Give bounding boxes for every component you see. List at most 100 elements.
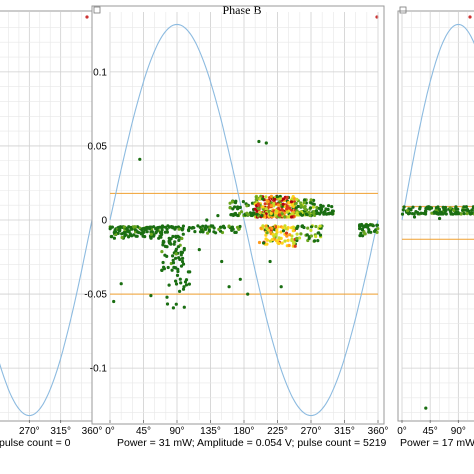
- scatter-point: [292, 205, 296, 209]
- panel-right-close-icon[interactable]: [468, 15, 472, 19]
- scatter-point: [175, 273, 180, 277]
- scatter-point: [299, 232, 303, 236]
- scatter-point: [464, 205, 468, 209]
- scatter-point: [376, 227, 380, 231]
- scatter-point: [237, 227, 241, 231]
- scatter-point: [273, 197, 277, 201]
- scatter-point: [461, 208, 465, 212]
- scatter-point: [162, 265, 166, 269]
- scatter-point: [220, 259, 224, 264]
- scatter-point: [316, 239, 320, 243]
- scatter-point: [281, 197, 285, 201]
- scatter-point: [295, 197, 299, 201]
- panel-right-restore-icon[interactable]: [399, 6, 407, 14]
- scatter-point: [178, 289, 182, 293]
- panel-left-x-ticks: 270° 315° 360°: [19, 420, 102, 437]
- scatter-point: [307, 236, 311, 240]
- scatter-point: [306, 226, 310, 230]
- scatter-point: [156, 225, 160, 230]
- scatter-point: [171, 234, 175, 239]
- scatter-point: [171, 254, 175, 258]
- scatter-point: [327, 204, 331, 208]
- y-tick-label: 0.1: [93, 67, 107, 78]
- scatter-point: [308, 213, 312, 218]
- scatter-point: [410, 212, 415, 216]
- scatter-point: [160, 232, 164, 237]
- scatter-point: [462, 205, 466, 209]
- scatter-point: [287, 243, 291, 248]
- scatter-point: [272, 202, 276, 206]
- scatter-point: [174, 302, 178, 306]
- scatter-point: [361, 234, 365, 238]
- scatter-point: [122, 225, 126, 229]
- scatter-point: [295, 232, 299, 236]
- x-tick-label: 135°: [200, 426, 221, 437]
- x-tick-label: 270°: [301, 426, 322, 437]
- scatter-point: [434, 206, 438, 210]
- scatter-point: [241, 200, 245, 204]
- scatter-point: [375, 230, 379, 234]
- scatter-point: [277, 203, 281, 207]
- scatter-point: [304, 212, 308, 216]
- scatter-point: [182, 305, 186, 309]
- scatter-point: [176, 245, 180, 249]
- scatter-point: [422, 211, 426, 216]
- panel-left-close-icon[interactable]: [85, 15, 89, 19]
- scatter-point: [274, 225, 278, 229]
- scatter-point: [290, 212, 294, 216]
- scatter-point: [269, 194, 273, 198]
- scatter-point: [265, 238, 269, 242]
- scatter-point: [261, 224, 265, 228]
- scatter-point: [174, 256, 178, 260]
- scatter-point: [163, 244, 167, 248]
- scatter-point: [179, 264, 184, 268]
- scatter-point: [206, 231, 210, 235]
- scatter-point: [166, 265, 170, 270]
- scatter-point: [149, 232, 153, 236]
- scatter-point: [304, 207, 308, 212]
- scatter-point: [315, 205, 319, 210]
- scatter-point: [255, 212, 259, 216]
- x-tick-label: 270°: [19, 426, 40, 437]
- panel-right-x-ticks: 0° 45° 90°: [397, 420, 466, 437]
- scatter-point: [177, 238, 181, 242]
- scatter-point: [177, 227, 181, 231]
- scatter-point: [259, 226, 263, 230]
- scatter-point: [324, 207, 328, 211]
- scatter-point: [309, 228, 313, 232]
- panel-center-restore-icon[interactable]: [93, 6, 101, 14]
- scatter-point: [137, 230, 141, 235]
- scatter-point: [266, 199, 270, 204]
- scatter-point: [286, 238, 290, 242]
- y-tick-label: 0.05: [88, 141, 108, 152]
- scatter-point: [318, 233, 323, 237]
- scatter-point: [269, 211, 273, 215]
- x-tick-label: 45°: [423, 426, 438, 437]
- scatter-point: [234, 230, 238, 234]
- scatter-point: [165, 295, 169, 299]
- scatter-point: [144, 227, 148, 231]
- scatter-point: [331, 209, 335, 213]
- scatter-point: [302, 201, 306, 205]
- scatter-point: [409, 208, 413, 212]
- scatter-point: [230, 225, 234, 229]
- scatter-point: [170, 268, 174, 272]
- scatter-point: [181, 262, 186, 266]
- y-tick-label: -0.05: [84, 290, 107, 301]
- scatter-point: [187, 282, 191, 286]
- panel-left-frame: [0, 10, 93, 422]
- scatter-point: [451, 212, 455, 216]
- scatter-point: [281, 202, 285, 206]
- scatter-point: [419, 211, 423, 215]
- scatter-point: [288, 233, 292, 237]
- scatter-point: [293, 244, 297, 248]
- scatter-point: [296, 204, 300, 209]
- scatter-point: [371, 224, 375, 228]
- scatter-point: [411, 205, 415, 209]
- y-tick-label: 0: [101, 216, 107, 227]
- scatter-point: [263, 214, 267, 218]
- scatter-point: [285, 207, 289, 211]
- scatter-point: [315, 211, 319, 216]
- scatter-point: [309, 225, 314, 229]
- scatter-point: [174, 252, 178, 256]
